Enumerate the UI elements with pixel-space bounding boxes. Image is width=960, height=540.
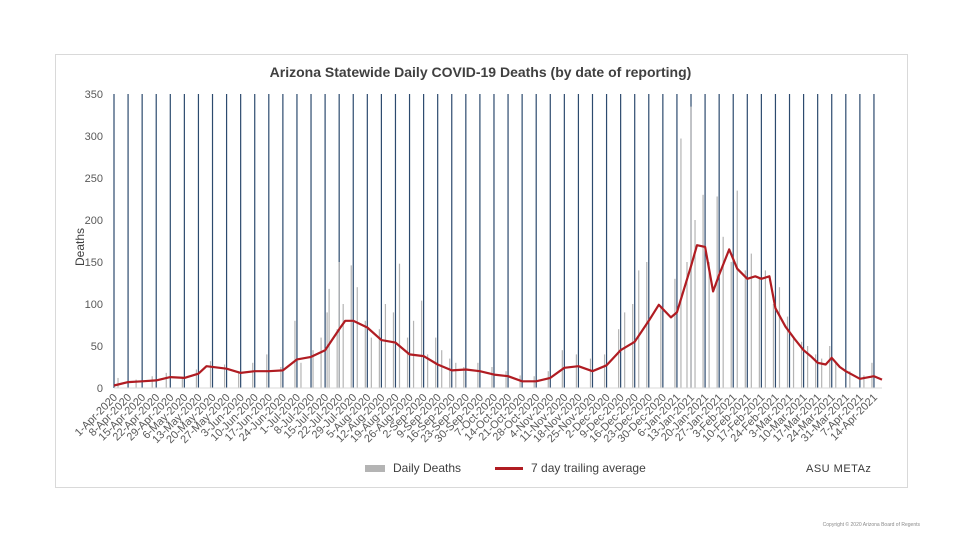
daily-deaths-bar: [829, 346, 831, 388]
daily-deaths-bar: [338, 262, 340, 388]
daily-deaths-bar: [356, 287, 358, 388]
daily-deaths-bar: [328, 288, 330, 388]
daily-deaths-bar: [547, 371, 549, 388]
daily-deaths-bar: [589, 358, 592, 388]
daily-deaths-bar: [722, 236, 724, 388]
y-tick-label: 350: [85, 89, 103, 101]
daily-deaths-bar: [449, 358, 451, 388]
daily-deaths-bar: [320, 337, 322, 388]
daily-deaths-bar: [441, 350, 443, 388]
daily-deaths-bar: [744, 270, 746, 388]
daily-deaths-bar: [491, 367, 493, 388]
daily-deaths-bar: [280, 367, 282, 388]
daily-deaths-bar: [364, 320, 366, 388]
legend-line-swatch: [495, 466, 524, 470]
daily-deaths-bar: [117, 377, 119, 388]
daily-deaths-bar: [871, 362, 873, 388]
daily-deaths-bar: [195, 369, 198, 388]
daily-deaths-bar: [505, 371, 507, 388]
daily-deaths-bar: [686, 262, 688, 388]
daily-deaths-bar: [618, 329, 620, 388]
daily-deaths-bar: [660, 305, 662, 388]
y-tick-label: 150: [85, 257, 103, 269]
daily-deaths-bar: [736, 190, 738, 388]
y-tick-label: 200: [85, 215, 103, 227]
legend-bar-swatch: [365, 464, 385, 472]
daily-deaths-bar: [674, 278, 676, 388]
y-tick-label: 50: [91, 341, 103, 353]
daily-deaths-bar: [786, 316, 789, 388]
daily-deaths-bar: [694, 220, 696, 388]
daily-deaths-bar: [730, 262, 732, 388]
chart-title: Arizona Statewide Daily COVID-19 Deaths …: [269, 64, 692, 80]
daily-deaths-bar: [690, 106, 692, 388]
daily-deaths-bar: [821, 358, 823, 388]
daily-deaths-bar: [421, 300, 423, 388]
daily-deaths-bar: [378, 329, 380, 388]
watermark-label: ASU METAz: [806, 463, 872, 475]
daily-deaths-bar: [252, 362, 254, 388]
legend: Daily Deaths 7 day trailing average: [365, 461, 646, 475]
daily-deaths-bar: [758, 278, 760, 388]
daily-deaths-bar: [778, 287, 781, 388]
y-tick-label: 100: [85, 299, 103, 311]
daily-deaths-bar: [326, 312, 328, 388]
daily-deaths-bar: [398, 263, 401, 388]
daily-deaths-bar: [300, 362, 302, 388]
daily-deaths-bar: [702, 194, 704, 388]
copyright-text: Copyright © 2020 Arizona Board of Regent…: [822, 522, 920, 528]
daily-deaths-bar: [750, 253, 752, 388]
daily-deaths-bar: [223, 364, 226, 388]
legend-label-average: 7 day trailing average: [531, 461, 646, 475]
y-tick-label: 300: [85, 131, 103, 143]
daily-deaths-bar: [624, 312, 626, 388]
daily-deaths-bar: [632, 304, 634, 388]
daily-deaths-bar: [312, 350, 314, 388]
daily-deaths-bar: [603, 354, 606, 388]
daily-deaths-bar: [638, 270, 640, 388]
daily-deaths-bar: [151, 376, 153, 388]
daily-deaths-bar: [708, 262, 710, 388]
daily-deaths-bar: [800, 341, 803, 388]
daily-deaths-bar: [342, 304, 344, 388]
daily-deaths-bar: [680, 138, 682, 388]
daily-deaths-bar: [181, 377, 183, 388]
y-tick-label: 250: [85, 173, 103, 185]
daily-deaths-bar: [455, 362, 457, 388]
daily-deaths-bar: [350, 265, 352, 388]
daily-deaths-bar: [238, 371, 240, 388]
daily-deaths-bar: [815, 354, 817, 388]
daily-deaths-bar: [392, 312, 395, 388]
daily-deaths-bar: [135, 379, 137, 388]
daily-deaths-bar: [477, 362, 479, 388]
daily-deaths-bar: [863, 375, 865, 388]
y-tick-label: 0: [97, 383, 103, 395]
daily-deaths-bar: [807, 346, 809, 388]
daily-deaths-bar: [427, 354, 429, 388]
daily-deaths-bar: [849, 371, 851, 388]
daily-deaths-bar: [835, 362, 837, 388]
daily-deaths-bar: [575, 354, 578, 388]
daily-deaths-bar: [716, 196, 718, 388]
daily-deaths-bar: [406, 337, 409, 388]
y-axis-label: Deaths: [73, 227, 87, 267]
daily-deaths-bar: [294, 320, 296, 388]
daily-deaths-bar: [463, 367, 465, 388]
daily-deaths-bar: [764, 270, 766, 388]
daily-deaths-bar: [772, 304, 775, 388]
daily-deaths-bar: [336, 329, 338, 388]
daily-deaths-bar: [209, 361, 212, 388]
daily-deaths-bar: [384, 304, 387, 388]
legend-label-daily: Daily Deaths: [393, 461, 462, 475]
average-line: [113, 244, 883, 387]
daily-deaths-bar: [370, 337, 372, 388]
daily-deaths-bar: [165, 372, 167, 388]
daily-deaths-bar: [792, 337, 795, 388]
